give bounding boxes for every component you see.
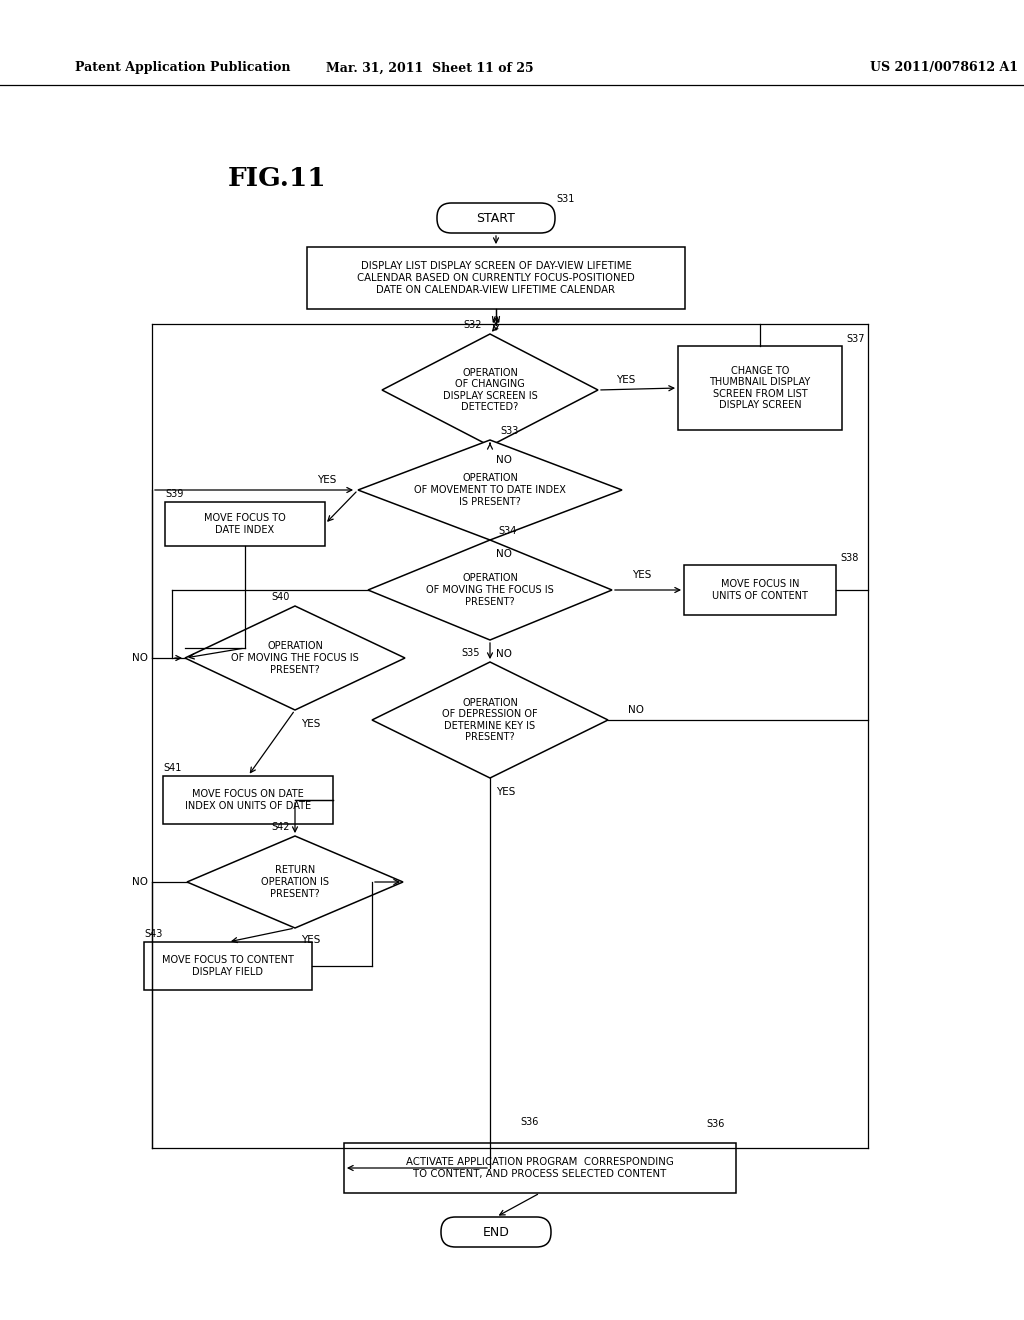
Text: S41: S41 [163, 763, 181, 774]
Text: YES: YES [616, 375, 636, 385]
Polygon shape [185, 606, 406, 710]
Text: S36: S36 [706, 1119, 724, 1129]
Text: S36: S36 [521, 1117, 540, 1127]
Text: YES: YES [316, 475, 336, 484]
Text: US 2011/0078612 A1: US 2011/0078612 A1 [870, 62, 1018, 74]
Text: S32: S32 [464, 319, 482, 330]
Polygon shape [368, 540, 612, 640]
FancyBboxPatch shape [144, 942, 312, 990]
Text: NO: NO [496, 455, 512, 465]
Text: RETURN
OPERATION IS
PRESENT?: RETURN OPERATION IS PRESENT? [261, 866, 329, 899]
Text: YES: YES [632, 570, 651, 579]
FancyBboxPatch shape [678, 346, 842, 430]
Polygon shape [382, 334, 598, 446]
Text: MOVE FOCUS IN
UNITS OF CONTENT: MOVE FOCUS IN UNITS OF CONTENT [712, 579, 808, 601]
Text: OPERATION
OF DEPRESSION OF
DETERMINE KEY IS
PRESENT?: OPERATION OF DEPRESSION OF DETERMINE KEY… [442, 697, 538, 742]
FancyBboxPatch shape [684, 565, 836, 615]
Text: MOVE FOCUS TO
DATE INDEX: MOVE FOCUS TO DATE INDEX [204, 513, 286, 535]
FancyBboxPatch shape [165, 502, 325, 546]
Text: S39: S39 [165, 488, 183, 499]
Text: FIG.11: FIG.11 [228, 165, 327, 190]
Text: NO: NO [496, 549, 512, 558]
Text: Patent Application Publication: Patent Application Publication [75, 62, 291, 74]
Polygon shape [372, 663, 608, 777]
Text: OPERATION
OF CHANGING
DISPLAY SCREEN IS
DETECTED?: OPERATION OF CHANGING DISPLAY SCREEN IS … [442, 367, 538, 412]
Polygon shape [187, 836, 403, 928]
FancyBboxPatch shape [437, 203, 555, 234]
Text: S37: S37 [846, 334, 864, 345]
FancyBboxPatch shape [344, 1143, 736, 1193]
FancyBboxPatch shape [163, 776, 333, 824]
Text: YES: YES [301, 719, 321, 729]
Text: END: END [482, 1225, 509, 1238]
Text: S43: S43 [144, 929, 163, 939]
FancyBboxPatch shape [441, 1217, 551, 1247]
Text: ACTIVATE APPLICATION PROGRAM  CORRESPONDING
TO CONTENT, AND PROCESS SELECTED CON: ACTIVATE APPLICATION PROGRAM CORRESPONDI… [407, 1158, 674, 1179]
Text: NO: NO [628, 705, 644, 715]
Text: YES: YES [496, 787, 515, 797]
Text: NO: NO [132, 653, 148, 663]
Text: CHANGE TO
THUMBNAIL DISPLAY
SCREEN FROM LIST
DISPLAY SCREEN: CHANGE TO THUMBNAIL DISPLAY SCREEN FROM … [710, 366, 811, 411]
Text: START: START [476, 211, 515, 224]
Polygon shape [358, 440, 622, 540]
Text: OPERATION
OF MOVING THE FOCUS IS
PRESENT?: OPERATION OF MOVING THE FOCUS IS PRESENT… [426, 573, 554, 607]
Text: NO: NO [496, 649, 512, 659]
FancyBboxPatch shape [307, 247, 685, 309]
Text: S42: S42 [271, 822, 290, 832]
Text: S35: S35 [462, 648, 480, 657]
Text: YES: YES [301, 935, 321, 945]
Text: S33: S33 [500, 426, 518, 436]
Text: S31: S31 [556, 194, 574, 205]
Text: Mar. 31, 2011  Sheet 11 of 25: Mar. 31, 2011 Sheet 11 of 25 [327, 62, 534, 74]
Text: OPERATION
OF MOVING THE FOCUS IS
PRESENT?: OPERATION OF MOVING THE FOCUS IS PRESENT… [231, 642, 358, 675]
Text: S34: S34 [498, 525, 516, 536]
Text: OPERATION
OF MOVEMENT TO DATE INDEX
IS PRESENT?: OPERATION OF MOVEMENT TO DATE INDEX IS P… [414, 474, 566, 507]
Text: DISPLAY LIST DISPLAY SCREEN OF DAY-VIEW LIFETIME
CALENDAR BASED ON CURRENTLY FOC: DISPLAY LIST DISPLAY SCREEN OF DAY-VIEW … [357, 261, 635, 294]
Text: NO: NO [132, 876, 148, 887]
Text: S38: S38 [840, 553, 858, 564]
Text: S40: S40 [271, 591, 290, 602]
Text: MOVE FOCUS TO CONTENT
DISPLAY FIELD: MOVE FOCUS TO CONTENT DISPLAY FIELD [162, 956, 294, 977]
Text: MOVE FOCUS ON DATE
INDEX ON UNITS OF DATE: MOVE FOCUS ON DATE INDEX ON UNITS OF DAT… [185, 789, 311, 810]
